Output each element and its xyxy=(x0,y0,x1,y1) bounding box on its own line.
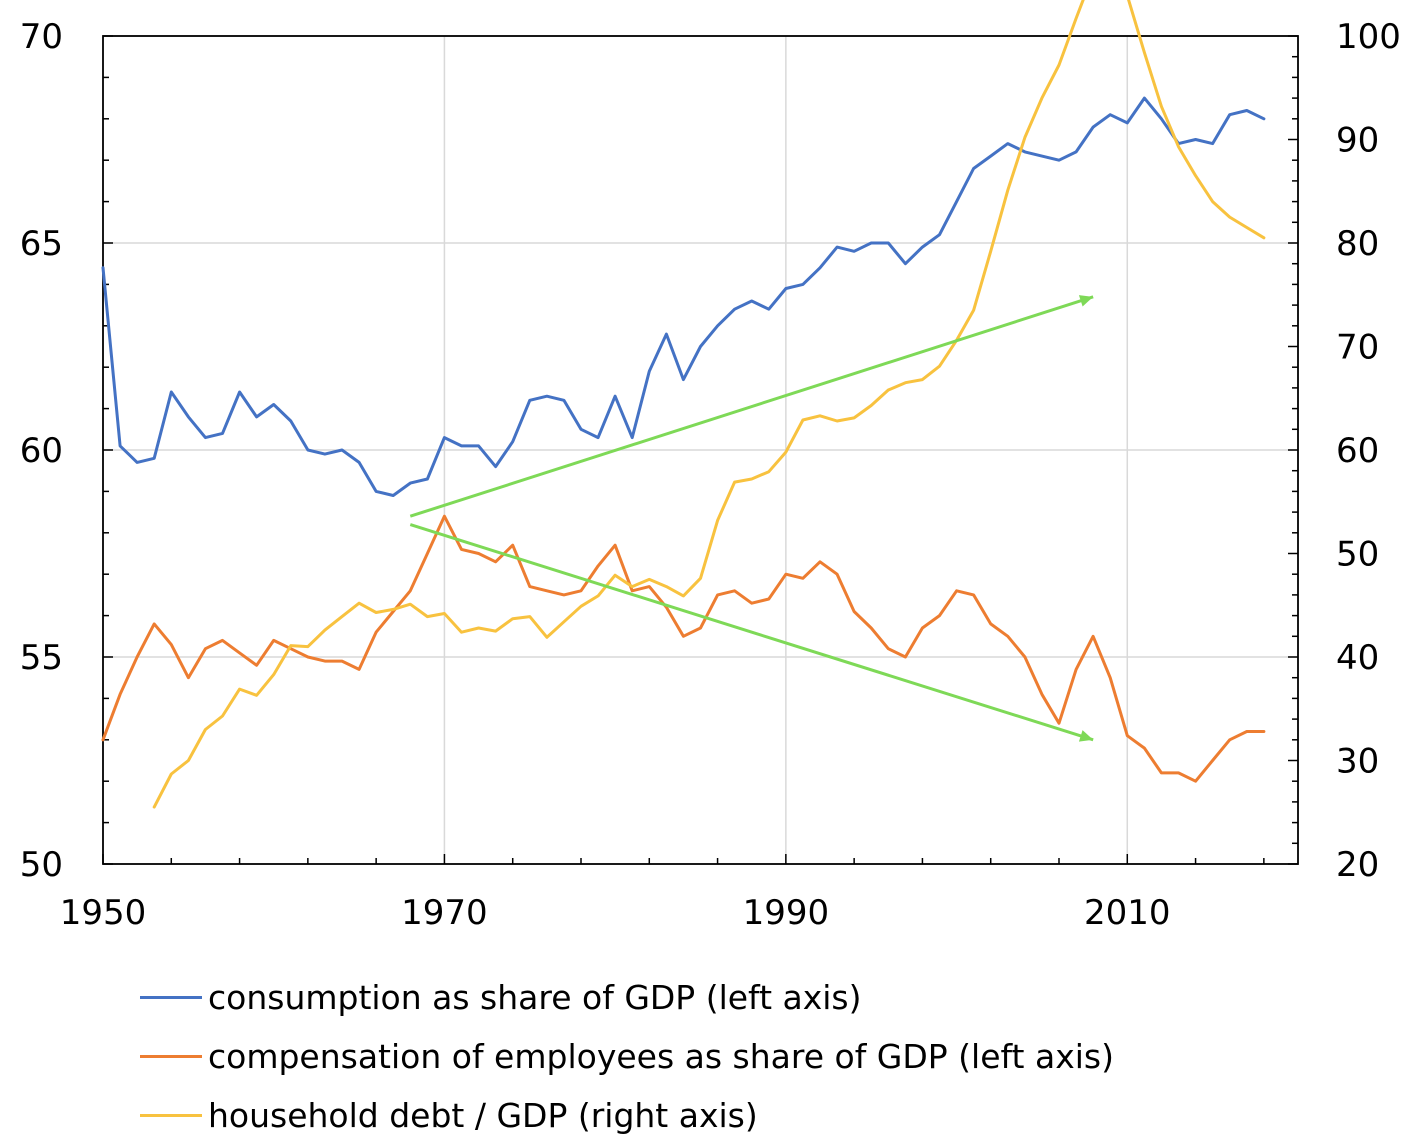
left-tick-label: 55 xyxy=(20,638,63,678)
legend-item-household-debt: household debt / GDP (right axis) xyxy=(140,1086,1114,1145)
series xyxy=(101,0,1266,809)
household-debt-line xyxy=(152,0,1266,809)
right-tick-label: 50 xyxy=(1336,535,1379,575)
legend-label-household-debt: household debt / GDP (right axis) xyxy=(208,1096,758,1135)
right-tick-label: 40 xyxy=(1336,638,1379,678)
x-tick-label: 1950 xyxy=(60,893,147,933)
legend: consumption as share of GDP (left axis) … xyxy=(140,968,1114,1145)
right-tick-label: 60 xyxy=(1336,431,1379,471)
legend-item-compensation: compensation of employees as share of GD… xyxy=(140,1027,1114,1086)
x-tick-label: 1970 xyxy=(401,893,488,933)
arrowhead xyxy=(1078,730,1094,742)
right-tick-label: 20 xyxy=(1336,845,1379,885)
x-tick-label: 1990 xyxy=(743,893,830,933)
left-tick-label: 65 xyxy=(20,224,63,264)
arrowhead xyxy=(1078,295,1094,307)
left-tick-label: 70 xyxy=(20,17,63,57)
legend-label-consumption: consumption as share of GDP (left axis) xyxy=(208,978,862,1017)
grid xyxy=(103,35,1298,864)
trend-arrows xyxy=(409,295,1094,742)
x-tick-label: 2010 xyxy=(1084,893,1171,933)
legend-item-consumption: consumption as share of GDP (left axis) xyxy=(140,968,1114,1027)
left-tick-label: 50 xyxy=(20,845,63,885)
right-tick-label: 70 xyxy=(1336,328,1379,368)
legend-swatch-compensation xyxy=(140,1055,202,1058)
chart-canvas: 50 55 60 65 70 20 30 40 50 60 70 80 90 100 1950 1970 199… xyxy=(20,0,1401,933)
right-tick-label: 100 xyxy=(1336,17,1401,57)
legend-label-compensation: compensation of employees as share of GD… xyxy=(208,1037,1114,1076)
consumption-line xyxy=(101,96,1266,497)
trend-arrow-down xyxy=(409,523,1094,742)
tick-labels: 50 55 60 65 70 20 30 40 50 60 70 80 90 100 1950 1970 199… xyxy=(20,17,1401,933)
compensation-line xyxy=(101,514,1266,783)
legend-swatch-consumption xyxy=(140,996,202,999)
right-tick-label: 80 xyxy=(1336,224,1379,264)
trend-arrow-up xyxy=(409,295,1094,518)
left-tick-label: 60 xyxy=(20,431,63,471)
right-tick-label: 30 xyxy=(1336,742,1379,782)
right-tick-label: 90 xyxy=(1336,121,1379,161)
legend-swatch-household-debt xyxy=(140,1114,202,1117)
